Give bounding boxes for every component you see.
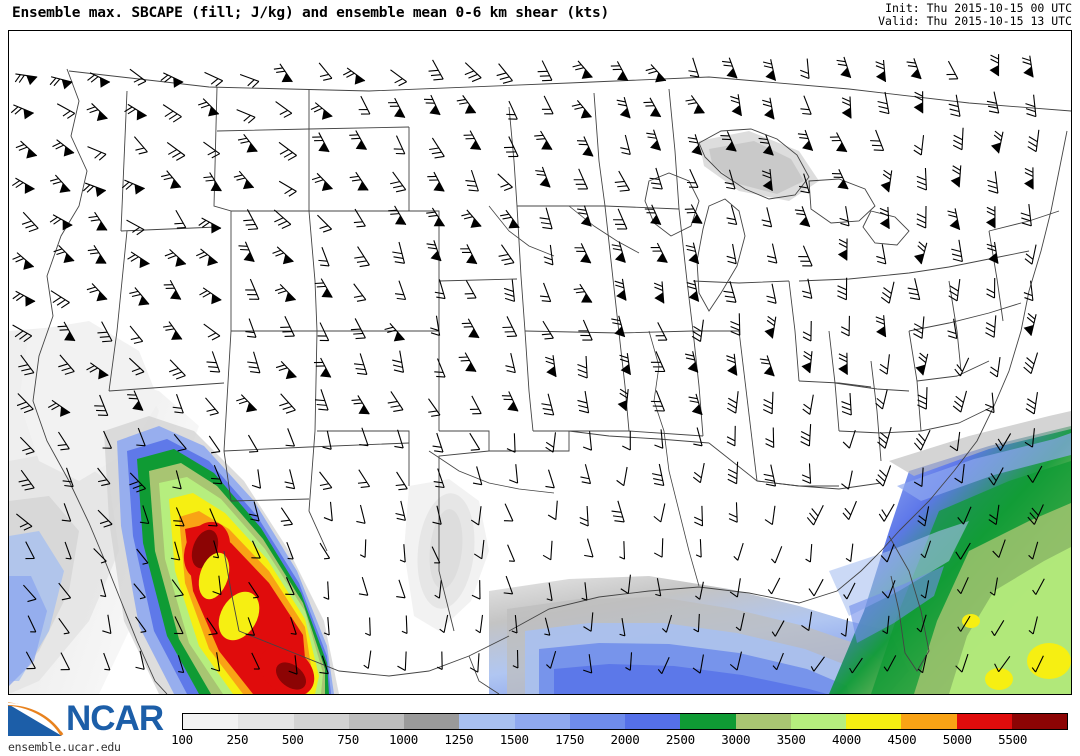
colorbar-tick: 750 xyxy=(337,732,359,747)
colorbar-swatch xyxy=(569,714,625,729)
colorbar-swatch xyxy=(238,714,294,729)
ncar-logo-mark xyxy=(7,702,64,736)
colorbar-tick: 1750 xyxy=(555,732,585,747)
colorbar[interactable]: 100 250 500 750 1000 1250 1500 1750 2000 2500 3000… xyxy=(171,713,1068,753)
colorbar-tick: 3500 xyxy=(776,732,806,747)
colorbar-swatch xyxy=(1011,714,1067,729)
colorbar-swatches[interactable] xyxy=(182,713,1068,730)
colorbar-swatch xyxy=(293,714,349,729)
colorbar-swatch xyxy=(901,714,957,729)
forecast-timestamps: Init: Thu 2015-10-15 00 UTC Valid: Thu 2… xyxy=(878,2,1072,28)
colorbar-tick: 500 xyxy=(281,732,304,747)
colorbar-swatch xyxy=(625,714,681,729)
colorbar-tick: 5000 xyxy=(942,732,972,747)
footer-bar: NCAR ensemble.ucar.edu 100 250 500 750 1000 1… xyxy=(0,697,1080,756)
colorbar-tick: 2500 xyxy=(665,732,695,747)
init-time: Init: Thu 2015-10-15 00 UTC xyxy=(885,1,1072,15)
page-title: Ensemble max. SBCAPE (fill; J/kg) and en… xyxy=(12,5,610,21)
header-bar: Ensemble max. SBCAPE (fill; J/kg) and en… xyxy=(0,0,1080,30)
valid-time: Valid: Thu 2015-10-15 13 UTC xyxy=(878,14,1072,28)
colorbar-swatch xyxy=(459,714,515,729)
colorbar-swatch xyxy=(183,714,239,729)
colorbar-tick: 2000 xyxy=(610,732,640,747)
ncar-url: ensemble.ucar.edu xyxy=(8,740,121,754)
colorbar-swatch xyxy=(846,714,902,729)
ncar-logo[interactable]: NCAR ensemble.ucar.edu xyxy=(6,699,171,754)
ncar-wordmark: NCAR xyxy=(66,699,164,738)
colorbar-tick: 4000 xyxy=(832,732,861,747)
cape-fill-layer xyxy=(9,131,1071,694)
colorbar-swatch xyxy=(790,714,846,729)
colorbar-swatch xyxy=(735,714,791,729)
colorbar-swatch xyxy=(680,714,736,729)
colorbar-tick: 100 xyxy=(171,732,193,747)
colorbar-tick: 5500 xyxy=(998,732,1028,747)
colorbar-tick: 3000 xyxy=(721,732,751,747)
cape-max-baja xyxy=(104,416,339,694)
colorbar-tick: 1000 xyxy=(389,732,418,747)
colorbar-tick-labels: 100 250 500 750 1000 1250 1500 1750 2000 2500 3000… xyxy=(171,732,1068,752)
colorbar-tick: 1500 xyxy=(499,732,529,747)
colorbar-swatch xyxy=(348,714,404,729)
colorbar-swatch xyxy=(404,714,460,729)
map-panel[interactable] xyxy=(8,30,1072,695)
map-canvas[interactable] xyxy=(9,31,1071,694)
cape-fill-southeast xyxy=(829,411,1071,694)
colorbar-swatch xyxy=(514,714,570,729)
colorbar-swatch xyxy=(956,714,1012,729)
colorbar-tick: 1250 xyxy=(444,732,474,747)
colorbar-tick: 250 xyxy=(226,732,249,747)
colorbar-tick: 4500 xyxy=(887,732,917,747)
map-geography xyxy=(32,68,1071,694)
